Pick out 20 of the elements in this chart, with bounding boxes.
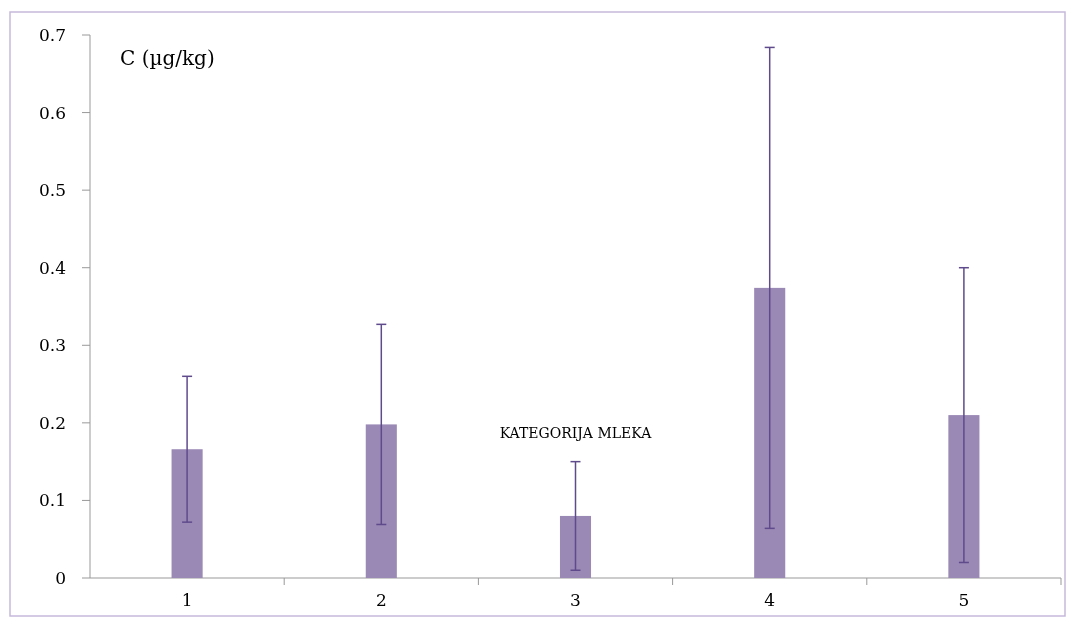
y-tick-label: 0.5 (38, 180, 66, 201)
bar (948, 415, 980, 578)
y-tick-label: 0 (55, 567, 66, 588)
x-tick-label: 5 (958, 590, 970, 610)
bar (559, 515, 592, 578)
y-tick-label: 0.6 (38, 102, 66, 123)
y-tick-label: 0.3 (38, 335, 66, 356)
y-tick-label: 0.4 (38, 257, 66, 278)
x-axis-title: KATEGORIJA MLEKA (499, 424, 653, 441)
x-tick-label: 4 (764, 590, 776, 610)
x-tick-label: 3 (570, 590, 581, 610)
y-tick-label: 0.2 (38, 412, 66, 433)
y-tick-label: 0.7 (38, 24, 66, 45)
bar (754, 287, 786, 578)
y-tick-label: 0.1 (38, 490, 66, 511)
x-tick-label: 2 (375, 590, 387, 610)
bar (171, 449, 203, 578)
bar (365, 424, 397, 578)
y-axis-title: C (µg/kg) (120, 46, 215, 70)
x-tick-label: 1 (181, 590, 193, 610)
